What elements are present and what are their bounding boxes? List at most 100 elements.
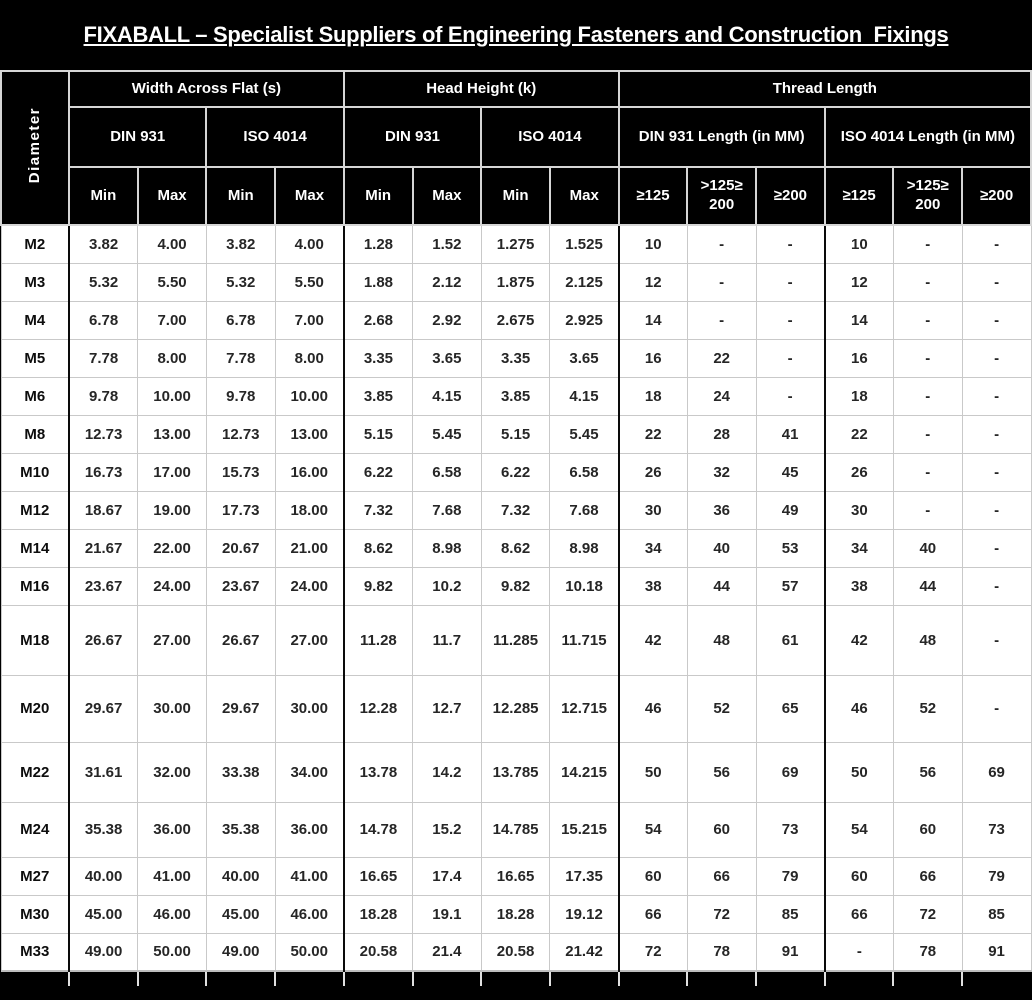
value-cell: - [892, 300, 963, 340]
value-cell: 49.00 [68, 932, 139, 972]
value-cell: 60 [892, 801, 963, 858]
value-cell: 26.67 [205, 604, 276, 676]
value-cell: 27.00 [137, 604, 207, 676]
value-cell: 9.82 [342, 566, 414, 606]
value-cell: 72 [892, 894, 963, 934]
value-cell: 11.285 [480, 604, 551, 676]
value-cell: 45.00 [68, 894, 139, 934]
value-cell: 8.98 [412, 528, 482, 568]
value-cell: 14.78 [342, 801, 414, 858]
value-cell: 79 [961, 856, 1032, 896]
value-cell: 6.22 [342, 452, 414, 492]
value-cell: - [961, 566, 1032, 606]
value-cell: 2.68 [342, 300, 414, 340]
value-cell: 20.58 [342, 932, 414, 972]
value-cell: 30 [823, 490, 894, 530]
value-cell: - [755, 262, 826, 302]
value-cell: 17.4 [412, 856, 482, 896]
standard-header: DIN 931 Length (in MM) [617, 106, 826, 168]
value-cell: 14.2 [412, 741, 482, 803]
value-cell: 14 [823, 300, 894, 340]
value-cell: 20.67 [205, 528, 276, 568]
value-cell: 36.00 [137, 801, 207, 858]
value-cell: 18 [617, 376, 688, 416]
column-header: ≥125 [823, 166, 895, 226]
value-cell: 40 [892, 528, 963, 568]
value-cell: 15.2 [412, 801, 482, 858]
value-cell: 9.82 [480, 566, 551, 606]
value-cell: 18.28 [342, 894, 414, 934]
value-cell: 5.45 [412, 414, 482, 454]
value-cell: 7.00 [274, 300, 345, 340]
value-cell: 26 [617, 452, 688, 492]
value-cell: 52 [686, 674, 757, 743]
value-cell: 44 [892, 566, 963, 606]
table-row: M16 23.67 24.00 23.67 24.00 9.82 10.2 9.82 10.18… [0, 566, 1032, 606]
value-cell: 3.85 [480, 376, 551, 416]
standard-header: DIN 931 [342, 106, 483, 168]
diameter-cell: M2 [0, 224, 70, 264]
value-cell: 10.18 [549, 566, 620, 606]
value-cell: 40 [686, 528, 757, 568]
value-cell: 26.67 [68, 604, 139, 676]
value-cell: 24.00 [137, 566, 207, 606]
diameter-cell: M12 [0, 490, 70, 530]
value-cell: 35.38 [205, 801, 276, 858]
table-row: M10 16.73 17.00 15.73 16.00 6.22 6.58 6.22 6.58 2… [0, 452, 1032, 492]
value-cell: 24.00 [274, 566, 345, 606]
value-cell: 41.00 [274, 856, 345, 896]
diameter-cell: M4 [0, 300, 70, 340]
value-cell: 33.38 [205, 741, 276, 803]
value-cell: - [892, 376, 963, 416]
column-header: Max [136, 166, 208, 226]
value-cell: 4.15 [412, 376, 482, 416]
value-cell: - [892, 338, 963, 378]
value-cell: 78 [686, 932, 757, 972]
value-cell: 91 [961, 932, 1032, 972]
value-cell: 18.67 [68, 490, 139, 530]
value-cell: 21.00 [274, 528, 345, 568]
value-cell: - [961, 414, 1032, 454]
value-cell: 54 [617, 801, 688, 858]
value-cell: 66 [617, 894, 688, 934]
value-cell: 16.00 [274, 452, 345, 492]
table-row: M6 9.78 10.00 9.78 10.00 3.85 4.15 3.85 4.15 18 24… [0, 376, 1032, 416]
value-cell: - [961, 262, 1032, 302]
value-cell: 41 [755, 414, 826, 454]
value-cell: 66 [823, 894, 894, 934]
value-cell: 1.275 [480, 224, 551, 264]
value-cell: 2.925 [549, 300, 620, 340]
value-cell: 27.00 [274, 604, 345, 676]
value-cell: 2.12 [412, 262, 482, 302]
value-cell: 5.15 [480, 414, 551, 454]
value-cell: 2.92 [412, 300, 482, 340]
value-cell: 1.88 [342, 262, 414, 302]
value-cell: 46 [617, 674, 688, 743]
value-cell: 1.28 [342, 224, 414, 264]
table-row: M22 31.61 32.00 33.38 34.00 13.78 14.2 13.785 14… [0, 741, 1032, 803]
value-cell: 60 [617, 856, 688, 896]
table-row: M27 40.00 41.00 40.00 41.00 16.65 17.4 16.65 17.… [0, 856, 1032, 896]
value-cell: - [961, 338, 1032, 378]
table-row: M2 3.82 4.00 3.82 4.00 1.28 1.52 1.275 1.525 10- -… [0, 224, 1032, 264]
bottom-strip-cell [1, 970, 69, 986]
value-cell: 6.58 [412, 452, 482, 492]
value-cell: 18.28 [480, 894, 551, 934]
value-cell: 8.62 [480, 528, 551, 568]
value-cell: 4.00 [274, 224, 345, 264]
value-cell: 17.35 [549, 856, 620, 896]
value-cell: 6.22 [480, 452, 551, 492]
value-cell: - [892, 452, 963, 492]
value-cell: - [823, 932, 894, 972]
value-cell: 54 [823, 801, 894, 858]
bottom-strip-cell [68, 970, 138, 986]
column-header: ≥125 [617, 166, 689, 226]
column-header: ≥200 [961, 166, 1032, 226]
value-cell: 69 [961, 741, 1032, 803]
value-cell: 14.785 [480, 801, 551, 858]
value-cell: 1.52 [412, 224, 482, 264]
table-row: M4 6.78 7.00 6.78 7.00 2.68 2.92 2.675 2.925 14- -… [0, 300, 1032, 340]
value-cell: 8.98 [549, 528, 620, 568]
value-cell: 34 [617, 528, 688, 568]
value-cell: 28 [686, 414, 757, 454]
